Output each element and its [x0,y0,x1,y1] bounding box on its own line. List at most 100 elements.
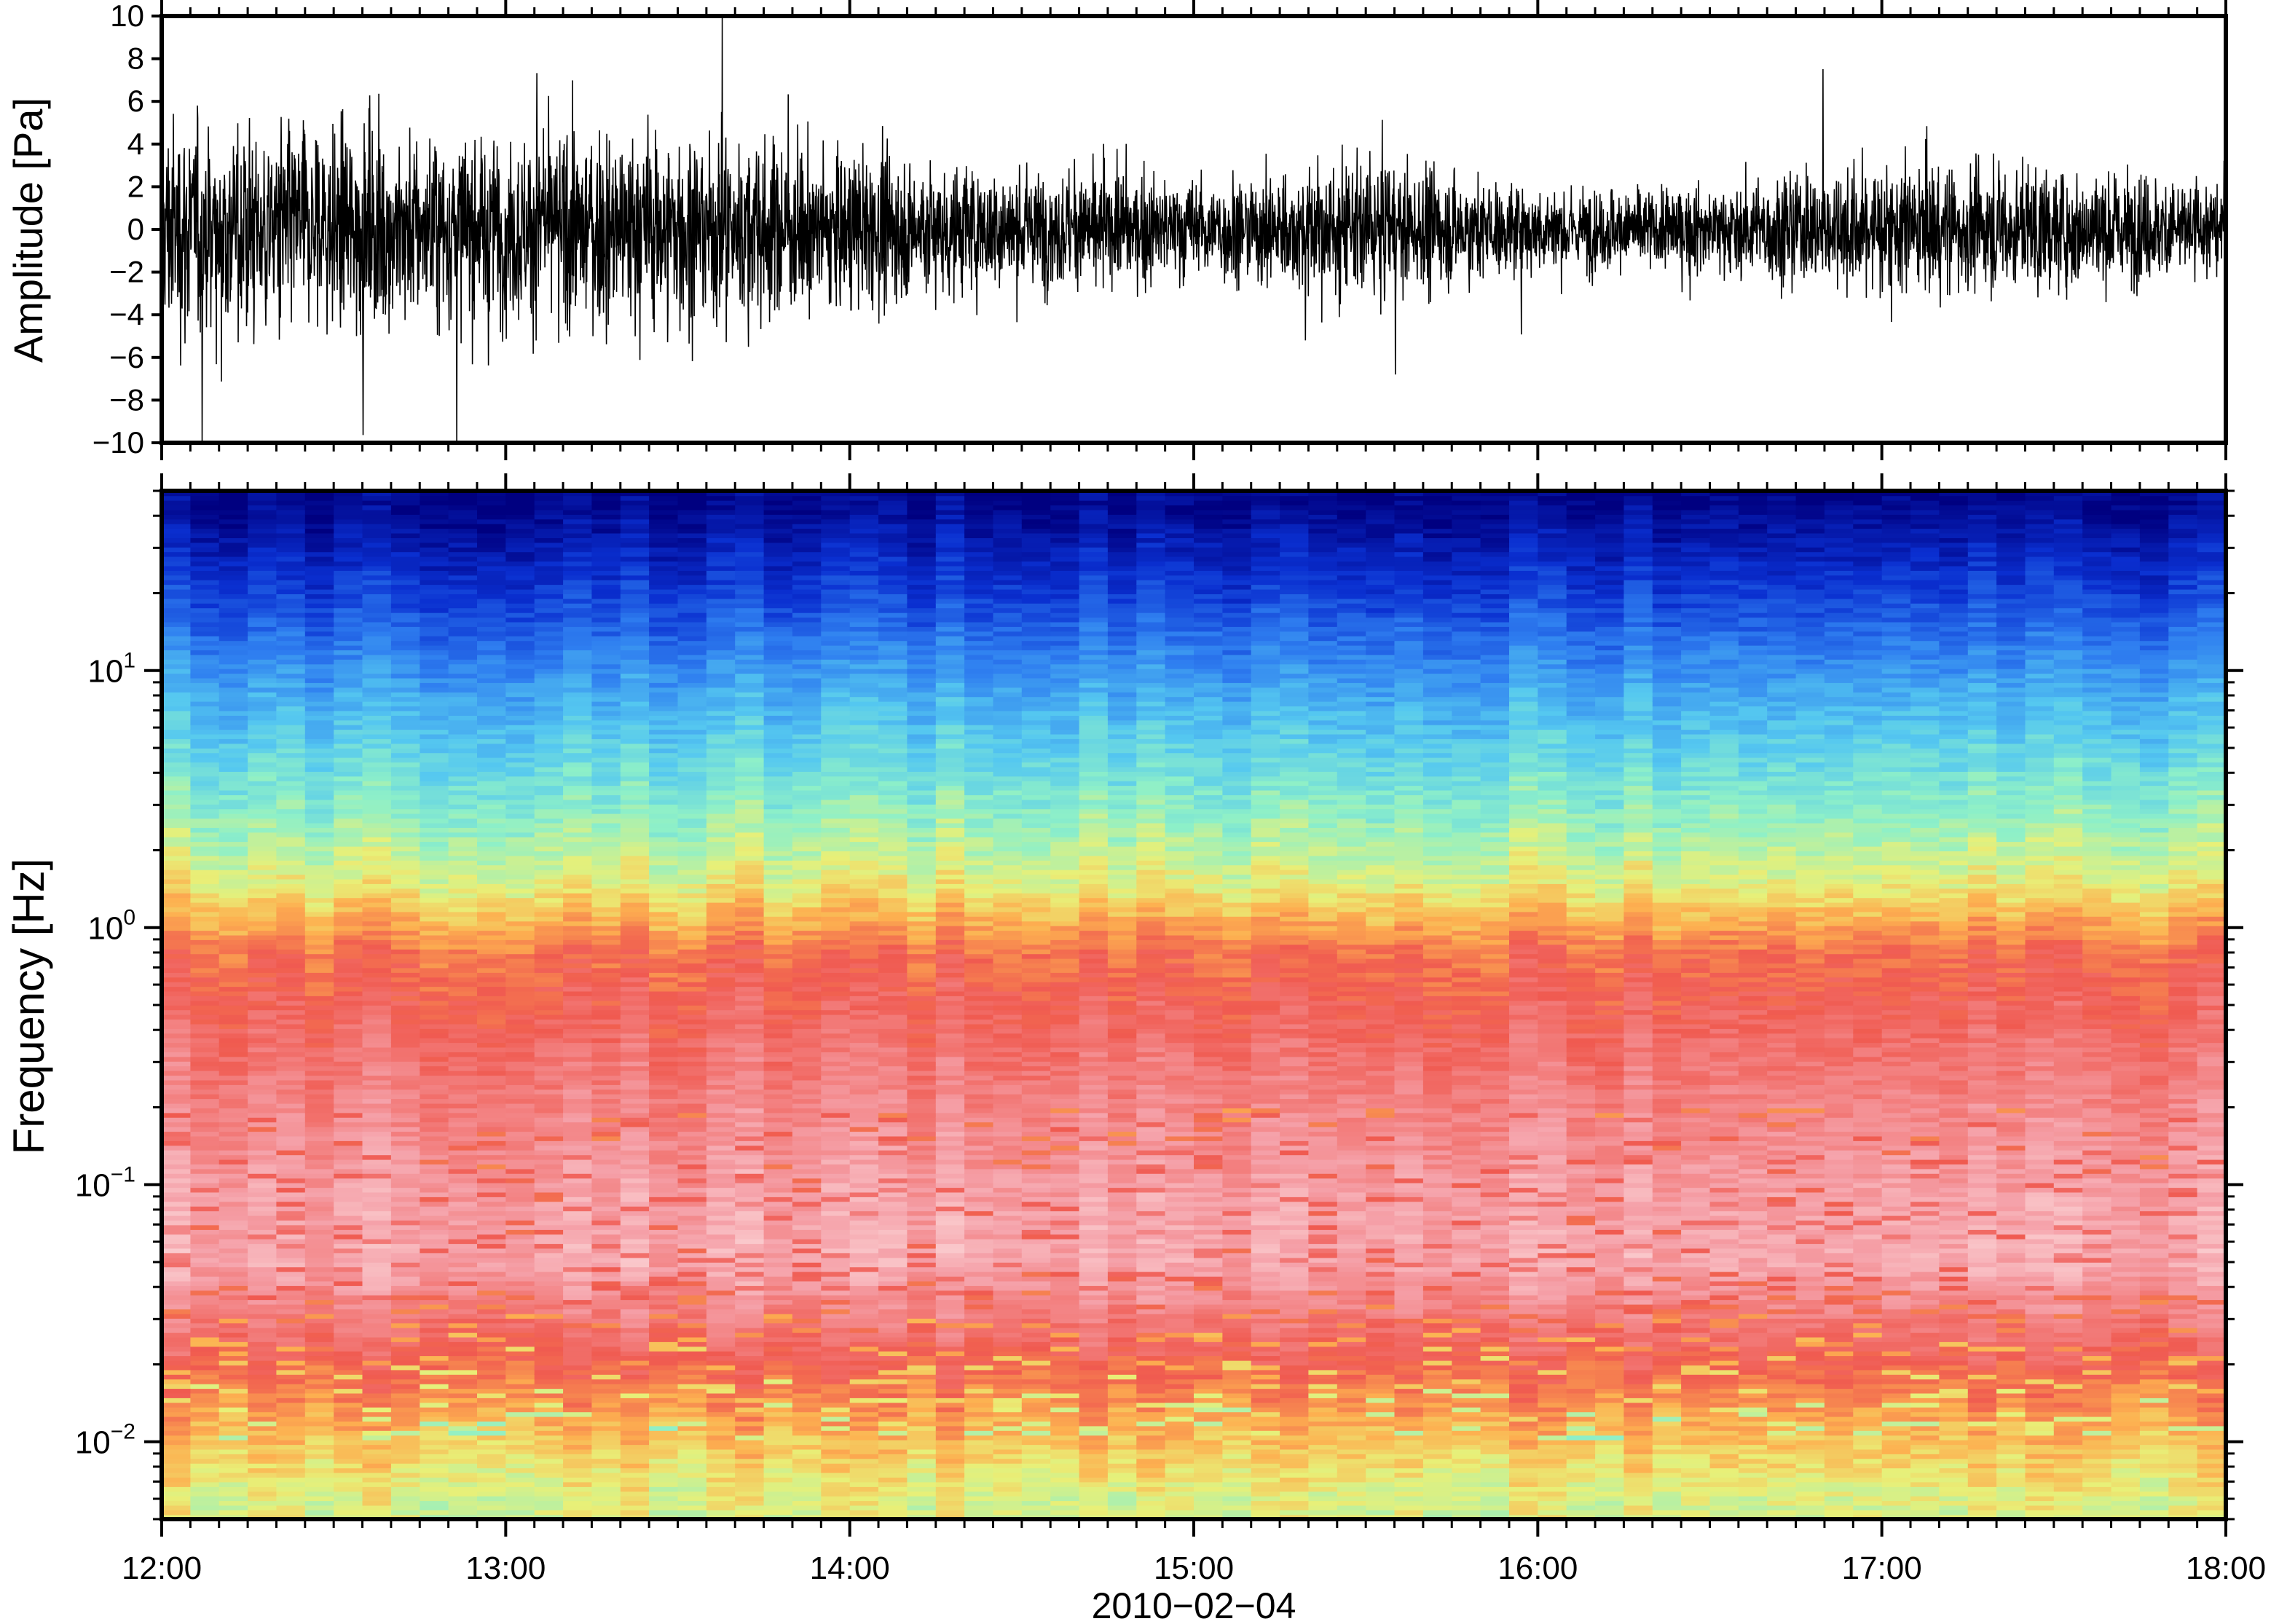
spectrogram-cell [190,1140,220,1146]
spectrogram-cell [735,1350,765,1357]
spectrogram-cell [591,1089,621,1095]
spectrogram-cell [334,1028,363,1034]
spectrogram-cell [620,696,650,702]
spectrogram-cell [276,696,306,702]
spectrogram-cell [248,958,278,963]
spectrogram-cell [620,1108,650,1113]
spectrogram-cell [534,1135,564,1141]
spectrogram-cell [362,603,392,609]
spectrogram-cell [248,673,278,679]
spectrogram-cell [362,799,392,805]
spectrogram-cell [563,907,593,912]
spectrogram-cell [591,645,621,650]
spectrogram-cell [276,594,306,599]
spectrogram-cell [534,509,564,515]
spectrogram-cell [649,1159,679,1164]
spectrogram-cell [334,1402,363,1408]
spectrogram-cell [505,1336,535,1342]
spectrogram-cell [420,949,449,955]
spectrogram-cell [563,1374,593,1380]
spectrogram-cell [763,584,793,590]
spectrogram-cell [534,869,564,875]
spectrogram-cell [362,1500,392,1506]
spectrogram-cell [677,1033,707,1038]
spectrogram-cell [304,1089,334,1095]
spectrogram-cell [534,1472,564,1478]
spectrogram-cell [735,542,765,548]
spectrogram-cell [448,1229,478,1235]
spectrogram-cell [304,990,334,996]
spectrogram-cell [505,1435,535,1440]
spectrogram-cell [390,1150,421,1156]
spectrogram-cell [591,636,621,642]
spectrogram-cell [591,1247,621,1253]
spectrogram-cell [448,1187,478,1193]
spectrogram-cell [190,1481,220,1487]
spectrogram-cell [362,822,392,828]
spectrogram-cell [248,677,278,683]
spectrogram-cell [248,1224,278,1230]
spectrogram-cell [304,1350,334,1357]
spectrogram-cell [362,495,392,501]
spectrogram-cell [334,888,363,894]
spectrogram-cell [248,1439,278,1446]
spectrogram-cell [706,864,736,870]
spectrogram-cell [276,1093,306,1100]
spectrogram-cell [563,902,593,907]
spectrogram-cell [219,1005,248,1011]
spectrogram-cell [420,972,449,978]
spectrogram-cell [563,617,593,623]
spectrogram-cell [477,1448,507,1454]
spectrogram-cell [162,1500,192,1506]
spectrogram-cell [334,1023,363,1029]
spectrogram-cell [420,1112,449,1118]
spectrogram-cell [477,738,507,744]
spectrogram-cell [649,963,679,969]
spectrogram-cell [190,1458,220,1464]
spectrogram-cell [534,1145,564,1151]
spectrogram-cell [677,500,707,505]
spectrogram-cell [620,1323,650,1328]
spectrogram-cell [563,1197,593,1202]
spectrogram-cell [219,1458,248,1464]
spectrogram-cell [505,1234,535,1239]
spectrogram-cell [276,1247,306,1253]
spectrogram-cell [334,1243,363,1249]
spectrogram-cell [390,883,421,889]
spectrogram-cell [420,845,449,851]
spectrogram-cell [649,1247,679,1253]
spectrogram-cell [649,743,679,749]
spectrogram-cell [304,1229,334,1235]
spectrogram-cell [706,594,736,599]
spectrogram-cell [334,570,363,576]
spectrogram-cell [334,757,363,762]
spectrogram-cell [763,1271,793,1277]
spectrogram-cell [649,996,679,1001]
spectrogram-cell [304,897,334,903]
spectrogram-cell [362,663,392,669]
spectrogram-cell [390,588,421,594]
spectrogram-cell [162,594,192,599]
spectrogram-cell [563,729,593,735]
spectrogram-cell [677,963,707,969]
spectrogram-cell [334,1042,363,1048]
spectrogram-cell [219,785,248,791]
spectrogram-cell [190,1495,220,1502]
spectrogram-cell [563,864,593,870]
spectrogram-cell [706,542,736,548]
spectrogram-cell [162,1197,192,1202]
spectrogram-cell [477,1150,507,1156]
spectrogram-cell [677,813,707,819]
spectrogram-cell [390,1145,421,1151]
spectrogram-cell [362,1285,392,1291]
spectrogram-cell [505,579,535,586]
spectrogram-cell [534,1481,564,1487]
spectrogram-cell [420,1299,449,1305]
spectrogram-cell [190,1014,220,1020]
spectrogram-cell [276,1402,306,1408]
spectrogram-cell [304,1164,334,1170]
spectrogram-cell [162,706,192,712]
spectrogram-cell [563,542,593,548]
spectrogram-cell [677,528,707,534]
spectrogram-cell [276,1234,306,1239]
